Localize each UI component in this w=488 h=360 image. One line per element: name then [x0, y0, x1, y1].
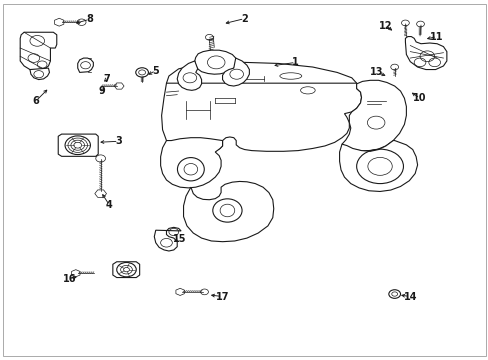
Text: 10: 10 [412, 93, 426, 103]
Text: 1: 1 [292, 57, 299, 67]
Text: 16: 16 [63, 274, 77, 284]
Text: 7: 7 [103, 73, 110, 84]
Polygon shape [20, 32, 57, 71]
Text: 17: 17 [215, 292, 229, 302]
Polygon shape [183, 181, 273, 242]
Text: 8: 8 [86, 14, 93, 24]
Text: 3: 3 [115, 136, 122, 146]
Polygon shape [177, 61, 201, 90]
Polygon shape [113, 262, 140, 278]
Text: 11: 11 [429, 32, 443, 41]
Polygon shape [341, 80, 406, 150]
Text: 2: 2 [241, 14, 247, 24]
Polygon shape [30, 68, 49, 80]
Polygon shape [58, 134, 98, 156]
Text: 13: 13 [369, 67, 383, 77]
Polygon shape [405, 37, 446, 69]
Polygon shape [194, 50, 237, 74]
Text: 12: 12 [378, 21, 392, 31]
Polygon shape [222, 58, 249, 86]
Text: 14: 14 [403, 292, 416, 302]
Text: 6: 6 [32, 96, 39, 106]
Text: 9: 9 [99, 86, 105, 96]
Text: 4: 4 [106, 200, 113, 210]
Polygon shape [160, 138, 222, 188]
Text: 15: 15 [173, 234, 186, 244]
Polygon shape [78, 58, 93, 72]
Polygon shape [166, 62, 356, 96]
Polygon shape [161, 83, 361, 154]
Polygon shape [339, 140, 417, 192]
Polygon shape [154, 227, 181, 251]
Text: 5: 5 [152, 66, 159, 76]
